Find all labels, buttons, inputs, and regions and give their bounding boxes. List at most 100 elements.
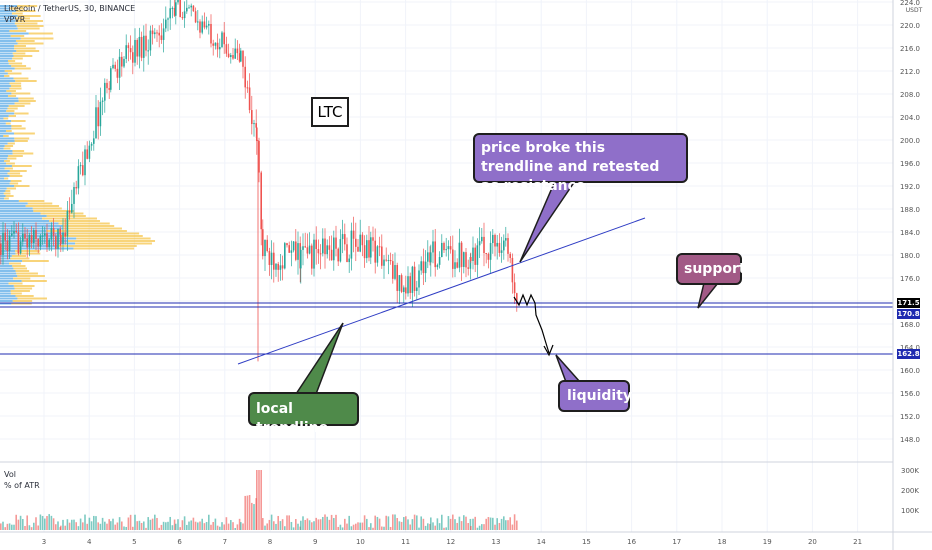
vpvr-bar bbox=[0, 130, 6, 132]
volume-bar bbox=[46, 516, 48, 530]
candle-body bbox=[33, 230, 35, 243]
vpvr-bar bbox=[7, 107, 18, 110]
vpvr-bar bbox=[0, 22, 15, 25]
candle-body bbox=[255, 123, 257, 128]
time-tick-label: 9 bbox=[313, 538, 317, 546]
vpvr-bar bbox=[0, 195, 6, 197]
candle-body bbox=[66, 210, 69, 237]
volume-bar bbox=[84, 514, 86, 530]
candle-body bbox=[432, 241, 434, 253]
vpvr-bar bbox=[9, 7, 25, 10]
vpvr-bar bbox=[0, 247, 74, 250]
vpvr-bar bbox=[0, 57, 13, 60]
vpvr-bar bbox=[17, 297, 48, 300]
candle-body bbox=[28, 235, 31, 248]
candle-body bbox=[339, 239, 342, 262]
vpvr-bar bbox=[0, 187, 7, 190]
candle-body bbox=[385, 259, 387, 261]
volume-bar bbox=[118, 517, 121, 530]
vpvr-bar bbox=[3, 192, 11, 195]
candle-body bbox=[97, 107, 99, 127]
vpvr-bar bbox=[0, 295, 16, 297]
vpvr-bar bbox=[16, 10, 36, 12]
candle-body bbox=[357, 246, 359, 252]
volume-bar bbox=[281, 519, 284, 530]
vpvr-bar bbox=[7, 72, 22, 75]
vpvr-bar bbox=[0, 97, 19, 100]
ltc-label[interactable]: LTC bbox=[311, 97, 349, 127]
vpvr-bar bbox=[0, 35, 11, 37]
candle-body bbox=[48, 239, 50, 248]
candle-body bbox=[110, 68, 112, 90]
candle-body bbox=[86, 149, 88, 159]
projection-arrowhead bbox=[543, 344, 554, 357]
time-tick-label: 20 bbox=[808, 538, 817, 546]
support-callout[interactable]: support bbox=[676, 253, 746, 285]
volume-bar bbox=[33, 522, 35, 530]
candle-body bbox=[199, 21, 201, 33]
volume-bar bbox=[0, 523, 2, 530]
candle-body bbox=[104, 82, 106, 101]
time-tick-label: 17 bbox=[672, 538, 681, 546]
volume-bar bbox=[436, 518, 439, 530]
vpvr-bar bbox=[0, 85, 11, 87]
price-tick-label: 148.0 bbox=[900, 436, 920, 444]
volume-title: Vol bbox=[4, 470, 16, 479]
volume-bar bbox=[370, 523, 372, 530]
time-axis[interactable]: 3 4 5 6 7 8 9 10 11 12 13 14 15 16 17 18 19 20 21 bbox=[42, 538, 862, 546]
volume-bar bbox=[441, 514, 443, 530]
volume-bar bbox=[300, 520, 302, 530]
candle-body bbox=[46, 233, 48, 248]
vpvr-bar bbox=[0, 205, 26, 207]
volume-bar bbox=[335, 514, 337, 530]
vpvr-bar bbox=[0, 30, 10, 32]
candle-body bbox=[232, 55, 234, 59]
candle-body bbox=[434, 241, 436, 268]
vpvr-bar bbox=[0, 147, 4, 150]
candle-body bbox=[183, 11, 186, 19]
vpvr-bar bbox=[5, 195, 14, 197]
candle-body bbox=[149, 30, 152, 51]
volume-bar bbox=[26, 515, 28, 530]
trendline[interactable] bbox=[237, 217, 646, 365]
local-trendline-callout[interactable]: local trendline bbox=[248, 392, 359, 436]
candle-body bbox=[311, 245, 313, 269]
volume-bar bbox=[225, 517, 228, 530]
volume-bar bbox=[4, 527, 6, 530]
volume-bar bbox=[427, 523, 429, 530]
vpvr-bar bbox=[15, 17, 30, 20]
volume-bar bbox=[171, 525, 174, 530]
candle-body bbox=[281, 265, 284, 269]
candle-body bbox=[328, 245, 331, 250]
liquidity-callout[interactable]: liquidity bbox=[558, 380, 632, 412]
candle-body bbox=[277, 263, 279, 270]
volume-bar bbox=[511, 524, 514, 530]
candle-body bbox=[256, 127, 258, 142]
candle-body bbox=[0, 243, 2, 255]
volume-axis[interactable]: 300K 200K 100K bbox=[901, 467, 919, 515]
volume-bar bbox=[230, 520, 232, 530]
volume-bar bbox=[398, 521, 401, 530]
candle-body bbox=[173, 7, 176, 16]
volume-bar bbox=[350, 526, 353, 530]
candle-body bbox=[19, 241, 22, 254]
candle-body bbox=[463, 252, 465, 267]
vpvr-bar bbox=[58, 222, 110, 225]
candle-body bbox=[295, 241, 297, 260]
resistance-callout[interactable]: price broke this trendline and retested … bbox=[473, 133, 688, 194]
candle-body bbox=[260, 172, 262, 230]
candle-body bbox=[13, 231, 15, 234]
vpvr-bar bbox=[0, 120, 12, 122]
candle-body bbox=[326, 245, 328, 255]
vpvr-bar bbox=[9, 87, 22, 90]
volume-bar bbox=[275, 523, 277, 530]
vpvr-bar bbox=[0, 7, 10, 10]
volume-bar bbox=[244, 495, 246, 530]
candle-body bbox=[230, 55, 232, 58]
vpvr-bar bbox=[0, 165, 12, 167]
vpvr-bar bbox=[0, 125, 12, 127]
vpvr-bar bbox=[0, 80, 16, 82]
